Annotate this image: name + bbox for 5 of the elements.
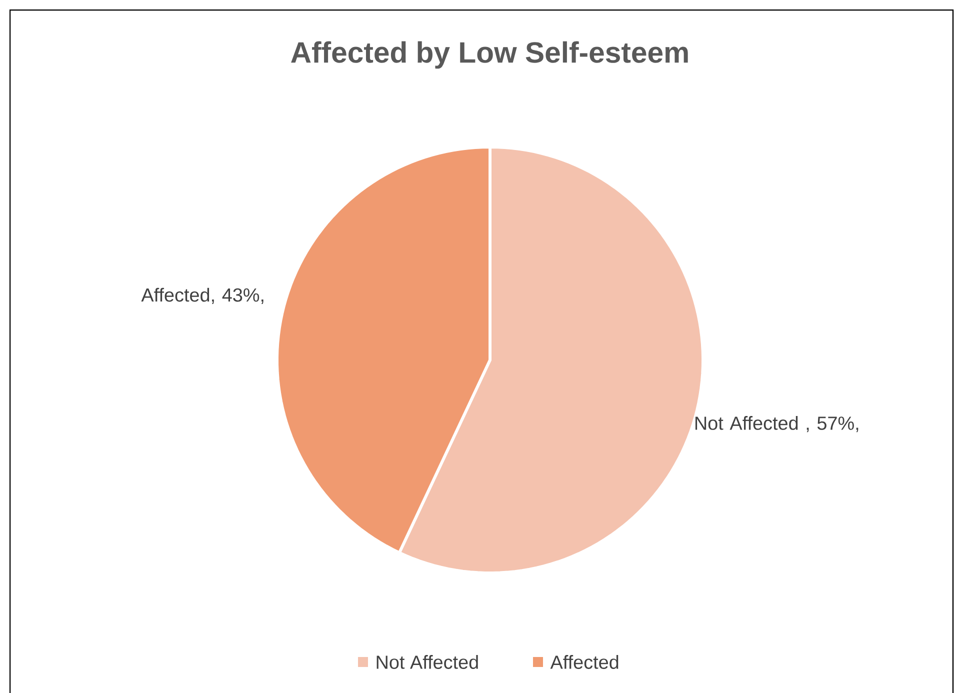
chart-title: Affected by Low Self-esteem xyxy=(291,41,688,69)
data-label: Affected, 43%, xyxy=(141,288,264,304)
legend-label: Not Affected xyxy=(376,655,478,669)
legend-label: Affected xyxy=(550,655,618,669)
data-label: Not Affected , 57%, xyxy=(695,416,858,432)
